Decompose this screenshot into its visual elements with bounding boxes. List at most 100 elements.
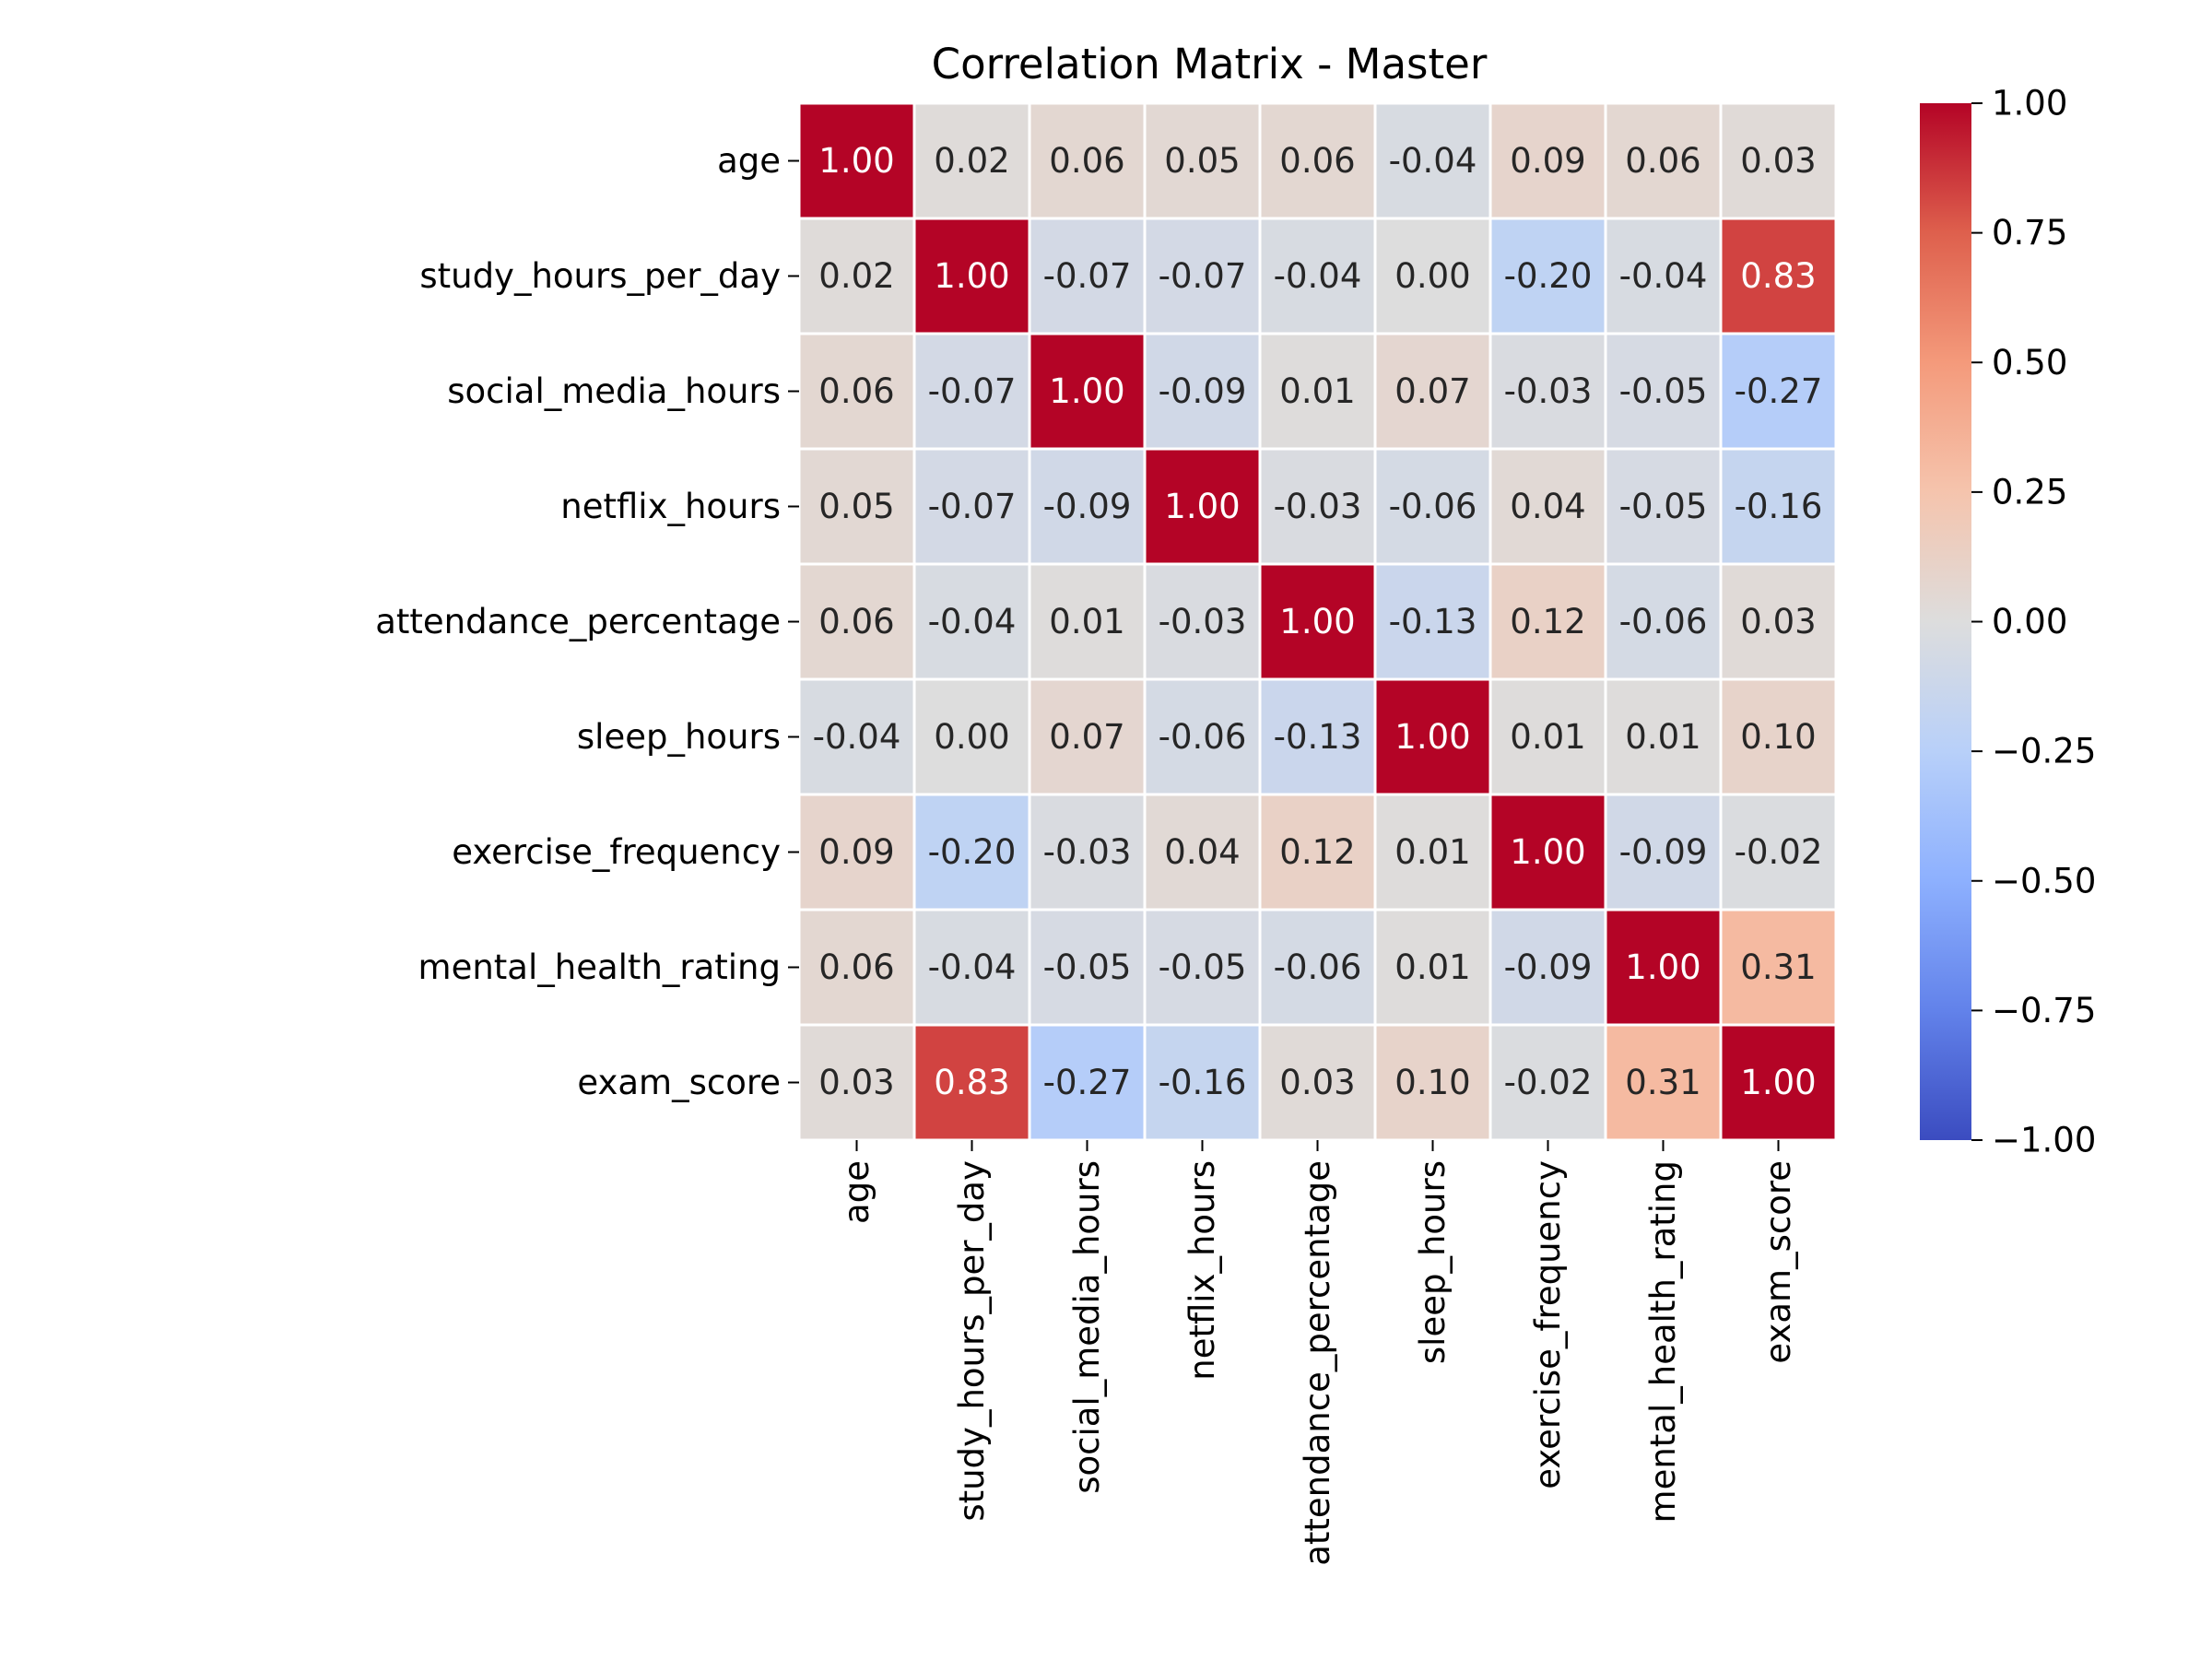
column-label-study_hours_per_day: study_hours_per_day: [952, 1160, 992, 1522]
row-label-age: age: [717, 141, 781, 181]
column-labels: age study_hours_per_day social_media_hours…: [837, 1140, 1798, 1566]
cell-value-label-mental_health_rating-age: 0.06: [818, 947, 894, 987]
heatmap-cell-sleep_hours-exam_score: [1719, 677, 1838, 796]
colorbar-tick-label-1: 0.75: [1992, 213, 2067, 253]
heatmap-cell-attendance_percentage-mental_health_rating: [1604, 562, 1723, 681]
cell-value-label-exercise_frequency-study_hours_per_day: -0.20: [928, 832, 1017, 872]
heatmap-cell-exercise_frequency-netflix_hours: [1143, 793, 1262, 912]
heatmap-cell-exam_score-mental_health_rating: [1604, 1023, 1723, 1142]
heatmap-cell-exercise_frequency-age: [797, 793, 916, 912]
cell-value-label-sleep_hours-netflix_hours: -0.06: [1159, 717, 1247, 757]
colorbar-tick-label-4: 0.00: [1992, 602, 2067, 641]
cell-value-label-mental_health_rating-study_hours_per_day: -0.04: [928, 947, 1017, 987]
column-label-social_media_hours: social_media_hours: [1067, 1160, 1107, 1494]
heatmap-cell-attendance_percentage-social_media_hours: [1028, 562, 1147, 681]
colorbar-tick-label-7: −0.75: [1992, 991, 2096, 1030]
heatmap-cell-attendance_percentage-attendance_percentage: [1258, 562, 1377, 681]
heatmap-cell-social_media_hours-exam_score: [1719, 332, 1838, 451]
heatmap-cell-exercise_frequency-attendance_percentage: [1258, 793, 1377, 912]
cell-value-label-age-mental_health_rating: 0.06: [1625, 141, 1700, 181]
column-label-netflix_hours: netflix_hours: [1182, 1160, 1222, 1381]
heatmap-cell-study_hours_per_day-sleep_hours: [1373, 217, 1492, 335]
cell-value-label-netflix_hours-exam_score: -0.16: [1735, 487, 1823, 526]
cell-value-label-attendance_percentage-exam_score: 0.03: [1740, 602, 1816, 641]
column-label-mental_health_rating: mental_health_rating: [1643, 1160, 1683, 1523]
cell-value-label-sleep_hours-sleep_hours: 1.00: [1394, 717, 1470, 757]
cell-value-label-exercise_frequency-sleep_hours: 0.01: [1394, 832, 1470, 872]
heatmap-cell-netflix_hours-study_hours_per_day: [912, 447, 1031, 566]
cell-value-label-netflix_hours-mental_health_rating: -0.05: [1619, 487, 1708, 526]
heatmap-cell-sleep_hours-social_media_hours: [1028, 677, 1147, 796]
cell-value-label-exam_score-study_hours_per_day: 0.83: [934, 1063, 1009, 1102]
cell-value-label-netflix_hours-attendance_percentage: -0.03: [1274, 487, 1362, 526]
cell-value-label-study_hours_per_day-social_media_hours: -0.07: [1043, 256, 1132, 296]
heatmap-cell-exam_score-exercise_frequency: [1488, 1023, 1607, 1142]
row-label-mental_health_rating: mental_health_rating: [418, 947, 781, 987]
heatmap-cell-mental_health_rating-attendance_percentage: [1258, 908, 1377, 1027]
cell-value-label-netflix_hours-age: 0.05: [818, 487, 894, 526]
heatmap-cell-study_hours_per_day-exam_score: [1719, 217, 1838, 335]
heatmap-cell-age-study_hours_per_day: [912, 101, 1031, 220]
heatmap-cell-sleep_hours-sleep_hours: [1373, 677, 1492, 796]
colorbar-tick-label-2: 0.50: [1992, 343, 2067, 382]
heatmap-cell-age-age: [797, 101, 916, 220]
cell-value-label-exercise_frequency-netflix_hours: 0.04: [1164, 832, 1240, 872]
cell-value-label-age-study_hours_per_day: 0.02: [934, 141, 1009, 181]
cell-value-label-attendance_percentage-netflix_hours: -0.03: [1159, 602, 1247, 641]
heatmap-cell-sleep_hours-attendance_percentage: [1258, 677, 1377, 796]
cell-value-label-study_hours_per_day-exam_score: 0.83: [1740, 256, 1816, 296]
heatmap-annotations: 1.00 0.02 0.06 0.05 0.06 -0.04 0.09 0.06 0.03 0.0…: [813, 141, 1823, 1102]
cell-value-label-exercise_frequency-age: 0.09: [818, 832, 894, 872]
cell-value-label-study_hours_per_day-mental_health_rating: -0.04: [1619, 256, 1708, 296]
cell-value-label-attendance_percentage-sleep_hours: -0.13: [1389, 602, 1477, 641]
cell-value-label-study_hours_per_day-exercise_frequency: -0.20: [1504, 256, 1593, 296]
cell-value-label-sleep_hours-attendance_percentage: -0.13: [1274, 717, 1362, 757]
cell-value-label-exercise_frequency-exercise_frequency: 1.00: [1510, 832, 1585, 872]
heatmap-cell-netflix_hours-exam_score: [1719, 447, 1838, 566]
colorbar-tick-label-5: −0.25: [1992, 732, 2096, 771]
heatmap-cell-mental_health_rating-age: [797, 908, 916, 1027]
column-label-exam_score: exam_score: [1759, 1160, 1798, 1364]
row-label-social_media_hours: social_media_hours: [447, 371, 781, 411]
cell-value-label-exam_score-exercise_frequency: -0.02: [1504, 1063, 1593, 1102]
cell-value-label-exam_score-sleep_hours: 0.10: [1394, 1063, 1470, 1102]
row-label-study_hours_per_day: study_hours_per_day: [419, 256, 781, 296]
cell-value-label-social_media_hours-social_media_hours: 1.00: [1049, 371, 1124, 411]
cell-value-label-exam_score-mental_health_rating: 0.31: [1625, 1063, 1700, 1102]
cell-value-label-social_media_hours-exercise_frequency: -0.03: [1504, 371, 1593, 411]
heatmap-cell-exercise_frequency-sleep_hours: [1373, 793, 1492, 912]
cell-value-label-attendance_percentage-exercise_frequency: 0.12: [1510, 602, 1585, 641]
cell-value-label-attendance_percentage-mental_health_rating: -0.06: [1619, 602, 1708, 641]
heatmap-cell-social_media_hours-exercise_frequency: [1488, 332, 1607, 451]
cell-value-label-exam_score-exam_score: 1.00: [1740, 1063, 1816, 1102]
heatmap-cell-social_media_hours-social_media_hours: [1028, 332, 1147, 451]
cell-value-label-social_media_hours-mental_health_rating: -0.05: [1619, 371, 1708, 411]
cell-value-label-mental_health_rating-netflix_hours: -0.05: [1159, 947, 1247, 987]
heatmap-cell-exercise_frequency-exam_score: [1719, 793, 1838, 912]
cell-value-label-study_hours_per_day-study_hours_per_day: 1.00: [934, 256, 1009, 296]
heatmap-cell-age-exam_score: [1719, 101, 1838, 220]
heatmap-cell-exam_score-exam_score: [1719, 1023, 1838, 1142]
heatmap-cell-attendance_percentage-study_hours_per_day: [912, 562, 1031, 681]
cell-value-label-netflix_hours-study_hours_per_day: -0.07: [928, 487, 1017, 526]
cell-value-label-social_media_hours-age: 0.06: [818, 371, 894, 411]
heatmap-cell-social_media_hours-sleep_hours: [1373, 332, 1492, 451]
heatmap-cell-sleep_hours-exercise_frequency: [1488, 677, 1607, 796]
heatmap-cell-exercise_frequency-mental_health_rating: [1604, 793, 1723, 912]
heatmap-cell-social_media_hours-attendance_percentage: [1258, 332, 1377, 451]
heatmap-cell-social_media_hours-mental_health_rating: [1604, 332, 1723, 451]
colorbar-tick-label-3: 0.25: [1992, 472, 2067, 512]
colorbar: 1.00 0.75 0.50 0.25 0.00 −0.25 −0.50 −0.75 −1.00: [1920, 84, 2096, 1160]
heatmap-cell-attendance_percentage-exam_score: [1719, 562, 1838, 681]
heatmap-cell-mental_health_rating-study_hours_per_day: [912, 908, 1031, 1027]
row-label-netflix_hours: netflix_hours: [560, 487, 781, 526]
cell-value-label-mental_health_rating-mental_health_rating: 1.00: [1625, 947, 1700, 987]
cell-value-label-exercise_frequency-mental_health_rating: -0.09: [1619, 832, 1708, 872]
cell-value-label-sleep_hours-age: -0.04: [813, 717, 901, 757]
cell-value-label-attendance_percentage-attendance_percentage: 1.00: [1279, 602, 1355, 641]
cell-value-label-netflix_hours-sleep_hours: -0.06: [1389, 487, 1477, 526]
heatmap-cell-study_hours_per_day-attendance_percentage: [1258, 217, 1377, 335]
heatmap-cell-attendance_percentage-exercise_frequency: [1488, 562, 1607, 681]
cell-value-label-age-netflix_hours: 0.05: [1164, 141, 1240, 181]
cell-value-label-exam_score-age: 0.03: [818, 1063, 894, 1102]
